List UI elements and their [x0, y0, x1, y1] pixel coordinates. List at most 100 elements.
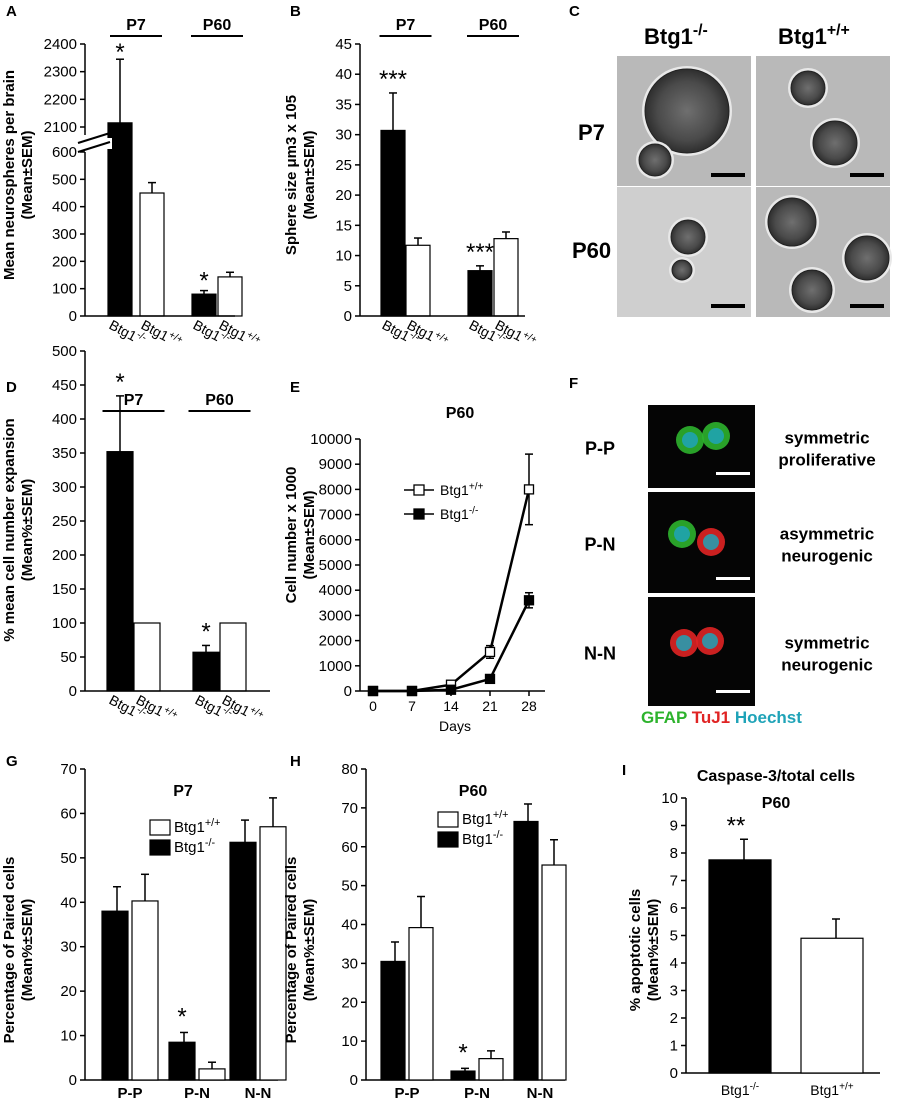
chart-g-y-tick-label: 60 — [60, 805, 77, 822]
chart-d-y-tick-label: 0 — [69, 683, 77, 700]
group-header: P60 — [203, 17, 232, 34]
neurosphere — [844, 235, 890, 281]
chart-d-y-tick-label: 500 — [52, 343, 77, 360]
bar-btg1-wt — [541, 864, 567, 1081]
chart-d-y-tick-label: 350 — [52, 445, 77, 462]
if-row-p-n: P-N asymmetric neurogenic — [585, 492, 875, 593]
axis-break-gap — [78, 138, 112, 149]
row-label-p60: P60 — [572, 238, 611, 263]
legend-swatch-btg1-ko — [437, 831, 459, 848]
scale-bar — [716, 472, 750, 475]
group-header: P60 — [205, 392, 234, 409]
marker-btg1-ko — [445, 684, 457, 695]
chart-g-y-tick-label: 0 — [69, 1072, 77, 1089]
micrograph-p7-btg1-wt — [756, 56, 890, 186]
hoechst-nucleus — [708, 428, 724, 444]
x-tick-label-superscript: -/- — [219, 330, 233, 344]
significance-marker: ** — [727, 812, 746, 839]
bar-btg1-wt — [219, 622, 247, 692]
bar-btg1-ko — [467, 270, 493, 317]
bar-btg1-wt — [478, 1058, 504, 1081]
legend-swatch-btg1-wt — [149, 819, 171, 836]
x-tick-label-base: Btg1 — [810, 1082, 839, 1098]
bar-btg1-wt — [198, 1068, 226, 1081]
legend-label: Btg1-/- — [462, 829, 503, 848]
bar-btg1-wt — [408, 927, 434, 1081]
legend-label-base: Btg1 — [440, 506, 469, 522]
chart-e-x-tick-label: 0 — [369, 698, 377, 714]
bar-btg1-ko — [450, 1070, 476, 1081]
bar-btg1-ko — [101, 910, 129, 1081]
chart-i: I Caspase-3/total cells P60 % apoptotic cel… — [622, 762, 880, 1098]
significance-marker: *** — [466, 239, 494, 266]
x-tick-label: Btg1+/+ — [810, 1081, 853, 1098]
chart-e-y-tick-label: 7000 — [319, 507, 352, 524]
x-tick-label-superscript: -/- — [495, 330, 509, 344]
x-tick-label: Btg1-/- — [721, 1081, 759, 1098]
if-row-desc: asymmetric — [780, 525, 875, 544]
bar-btg1-wt — [405, 244, 431, 317]
significance-marker: * — [201, 618, 210, 645]
x-tick-label: N-N — [527, 1085, 554, 1102]
legend-label: Btg1+/+ — [440, 481, 483, 498]
if-row-n-n: N-N symmetric neurogenic — [584, 597, 873, 706]
x-tick-label-superscript: -/- — [750, 1081, 760, 1092]
hoechst-nucleus — [676, 635, 692, 651]
significance-marker: * — [177, 1003, 186, 1030]
column-header-btg1-ko-superscript: -/- — [693, 22, 708, 39]
chart-h-y-tick-label: 50 — [341, 878, 358, 895]
neurosphere — [767, 197, 817, 247]
axis-break-mark — [77, 132, 111, 144]
neurosphere — [638, 143, 672, 177]
if-row-desc: neurogenic — [781, 547, 873, 566]
bar-btg1-ko — [191, 293, 217, 317]
bar-btg1-wt — [800, 937, 864, 1074]
chart-b-y-tick-label: 20 — [335, 187, 352, 204]
chart-d: D % mean cell number expansion (Mean%±SEM)… — [1, 343, 270, 726]
micrograph-p60-btg1-wt — [756, 187, 892, 317]
column-header-btg1-wt-superscript: +/+ — [827, 22, 850, 39]
x-tick-label-superscript: -/- — [135, 705, 149, 719]
x-tick-label-superscript: -/- — [408, 330, 422, 344]
chart-e-y-tick-label: 2000 — [319, 633, 352, 650]
chart-d-y-tick-label: 450 — [52, 377, 77, 394]
legend-swatch-btg1-ko — [149, 839, 171, 856]
chart-e-y-tick-label: 10000 — [310, 431, 352, 448]
x-tick-label: Btg1+/+ — [220, 691, 266, 726]
row-label-p7: P7 — [578, 120, 605, 145]
panel-label-f: F — [569, 375, 578, 392]
chart-i-y-tick-label: 4 — [670, 955, 678, 972]
chart-i-y-tick-label: 7 — [670, 873, 678, 890]
bar-btg1-ko — [106, 451, 134, 692]
chart-e-x-tick-label: 14 — [443, 698, 459, 714]
chart-b-y-tick-label: 45 — [335, 36, 352, 53]
neurosphere — [791, 269, 833, 311]
chart-a-y-tick-label: 600 — [52, 144, 77, 161]
if-row-desc: symmetric — [784, 634, 869, 653]
panel-label-e: E — [290, 379, 300, 396]
stain-legend-hoechst: Hoechst — [735, 708, 802, 727]
chart-e-x-tick-label: 28 — [521, 698, 537, 714]
marker-btg1-ko — [484, 673, 496, 685]
micrograph-p60-btg1-ko — [617, 187, 751, 317]
bar-btg1-wt — [133, 622, 161, 692]
chart-g-y-label: Percentage of Paired cells — [1, 857, 18, 1044]
significance-marker: * — [115, 369, 124, 396]
chart-h-y-tick-label: 10 — [341, 1033, 358, 1050]
x-tick-label-base: Btg1 — [107, 317, 140, 345]
marker-btg1-ko — [523, 595, 535, 606]
micrograph-p7-btg1-ko — [617, 56, 751, 186]
group-header: P7 — [396, 17, 416, 34]
chart-g-y-tick-label: 30 — [60, 939, 77, 956]
group-header: P7 — [126, 17, 146, 34]
significance-marker: * — [199, 268, 208, 295]
x-tick-label: Btg1+/+ — [405, 316, 451, 351]
bar-btg1-wt — [131, 900, 159, 1081]
chart-e-y-tick-label: 6000 — [319, 532, 352, 549]
chart-h-y-tick-label: 70 — [341, 800, 358, 817]
marker-btg1-wt — [523, 484, 535, 495]
stain-legend: GFAP TuJ1 Hoechst — [641, 708, 802, 727]
chart-i-y-tick-label: 5 — [670, 928, 678, 945]
chart-d-y-tick-label: 250 — [52, 513, 77, 530]
